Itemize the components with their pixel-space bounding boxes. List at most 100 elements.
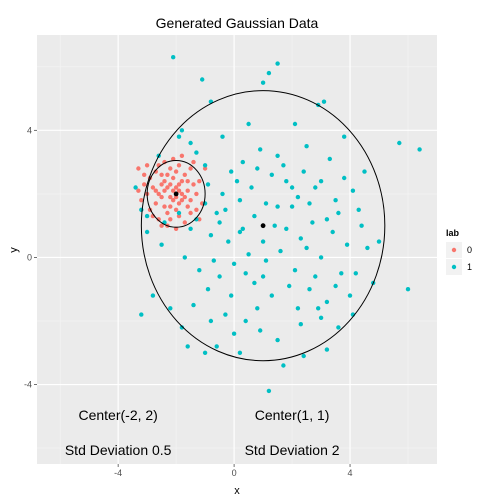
data-point-lab-1	[345, 243, 349, 247]
data-point-lab-1	[183, 255, 187, 259]
data-point-lab-1	[278, 249, 282, 253]
data-point-lab-1	[220, 135, 224, 139]
data-point-lab-0	[186, 189, 190, 193]
data-point-lab-1	[336, 325, 340, 329]
data-point-lab-0	[188, 211, 192, 215]
data-point-lab-1	[339, 271, 343, 275]
data-point-lab-1	[133, 185, 137, 189]
data-point-lab-0	[168, 217, 172, 221]
data-point-lab-1	[159, 243, 163, 247]
data-point-lab-1	[229, 169, 233, 173]
annotation-2: Std Deviation 0.5	[65, 442, 172, 458]
data-point-lab-0	[194, 192, 198, 196]
x-tick-label: -4	[114, 468, 122, 478]
data-point-lab-1	[238, 351, 242, 355]
data-point-lab-1	[264, 201, 268, 205]
data-point-lab-1	[232, 262, 236, 266]
data-point-lab-1	[261, 81, 265, 85]
data-point-lab-0	[168, 204, 172, 208]
data-point-lab-1	[359, 224, 363, 228]
data-point-lab-1	[151, 293, 155, 297]
data-point-lab-0	[165, 211, 169, 215]
data-point-lab-1	[275, 338, 279, 342]
data-point-lab-1	[241, 160, 245, 164]
data-point-lab-1	[316, 306, 320, 310]
y-tick-label: -4	[24, 380, 32, 390]
data-point-lab-1	[325, 217, 329, 221]
y-tick-label: 4	[27, 125, 32, 135]
legend-entries: 01	[446, 242, 472, 275]
legend-point-0	[452, 248, 456, 252]
data-point-lab-1	[200, 77, 204, 81]
data-point-lab-1	[252, 214, 256, 218]
data-point-lab-1	[267, 389, 271, 393]
data-point-lab-1	[197, 268, 201, 272]
center-point-1	[174, 191, 179, 196]
data-point-lab-1	[194, 150, 198, 154]
data-point-lab-1	[270, 173, 274, 177]
data-point-lab-1	[139, 312, 143, 316]
data-point-lab-1	[145, 214, 149, 218]
data-point-lab-1	[180, 128, 184, 132]
data-point-lab-1	[261, 274, 265, 278]
data-point-lab-0	[177, 163, 181, 167]
y-axis-label: y	[8, 247, 20, 253]
data-point-lab-1	[348, 293, 352, 297]
data-point-lab-0	[136, 166, 140, 170]
data-point-lab-1	[293, 268, 297, 272]
data-point-lab-1	[177, 135, 181, 139]
data-point-lab-0	[197, 179, 201, 183]
x-axis-ticks: -4 0 4	[114, 464, 352, 478]
data-point-lab-1	[362, 169, 366, 173]
data-point-lab-1	[261, 239, 265, 243]
data-point-lab-1	[168, 306, 172, 310]
data-point-lab-0	[145, 163, 149, 167]
data-point-lab-1	[258, 328, 262, 332]
data-point-lab-1	[302, 169, 306, 173]
data-point-lab-1	[299, 236, 303, 240]
data-point-lab-1	[319, 255, 323, 259]
data-point-lab-1	[365, 246, 369, 250]
data-point-lab-0	[142, 173, 146, 177]
data-point-lab-1	[264, 258, 268, 262]
data-point-lab-0	[186, 179, 190, 183]
data-point-lab-1	[322, 100, 326, 104]
data-point-lab-0	[183, 195, 187, 199]
data-point-lab-1	[255, 306, 259, 310]
data-point-lab-1	[296, 195, 300, 199]
data-point-lab-1	[235, 179, 239, 183]
data-point-lab-1	[310, 220, 314, 224]
data-point-lab-1	[244, 319, 248, 323]
data-point-lab-1	[333, 198, 337, 202]
data-point-lab-1	[255, 166, 259, 170]
legend: lab 01	[446, 228, 472, 275]
data-point-lab-1	[284, 227, 288, 231]
data-point-lab-0	[171, 176, 175, 180]
data-point-lab-1	[304, 246, 308, 250]
data-point-lab-1	[238, 230, 242, 234]
data-point-lab-1	[206, 182, 210, 186]
center-point-2	[261, 223, 266, 228]
data-point-lab-1	[223, 208, 227, 212]
data-point-lab-1	[191, 303, 195, 307]
data-point-lab-1	[246, 122, 250, 126]
data-point-lab-0	[183, 173, 187, 177]
data-point-lab-1	[331, 230, 335, 234]
data-point-lab-1	[270, 293, 274, 297]
data-point-lab-1	[209, 233, 213, 237]
data-point-lab-1	[417, 147, 421, 151]
data-point-lab-1	[252, 281, 256, 285]
data-point-lab-1	[293, 122, 297, 126]
data-point-lab-1	[325, 300, 329, 304]
data-point-lab-1	[275, 154, 279, 158]
data-point-lab-1	[249, 185, 253, 189]
data-point-lab-1	[215, 211, 219, 215]
data-point-lab-0	[168, 195, 172, 199]
data-point-lab-1	[171, 55, 175, 59]
data-point-lab-1	[287, 284, 291, 288]
data-point-lab-1	[307, 201, 311, 205]
data-point-lab-1	[215, 344, 219, 348]
data-point-lab-0	[159, 173, 163, 177]
data-point-lab-0	[168, 166, 172, 170]
